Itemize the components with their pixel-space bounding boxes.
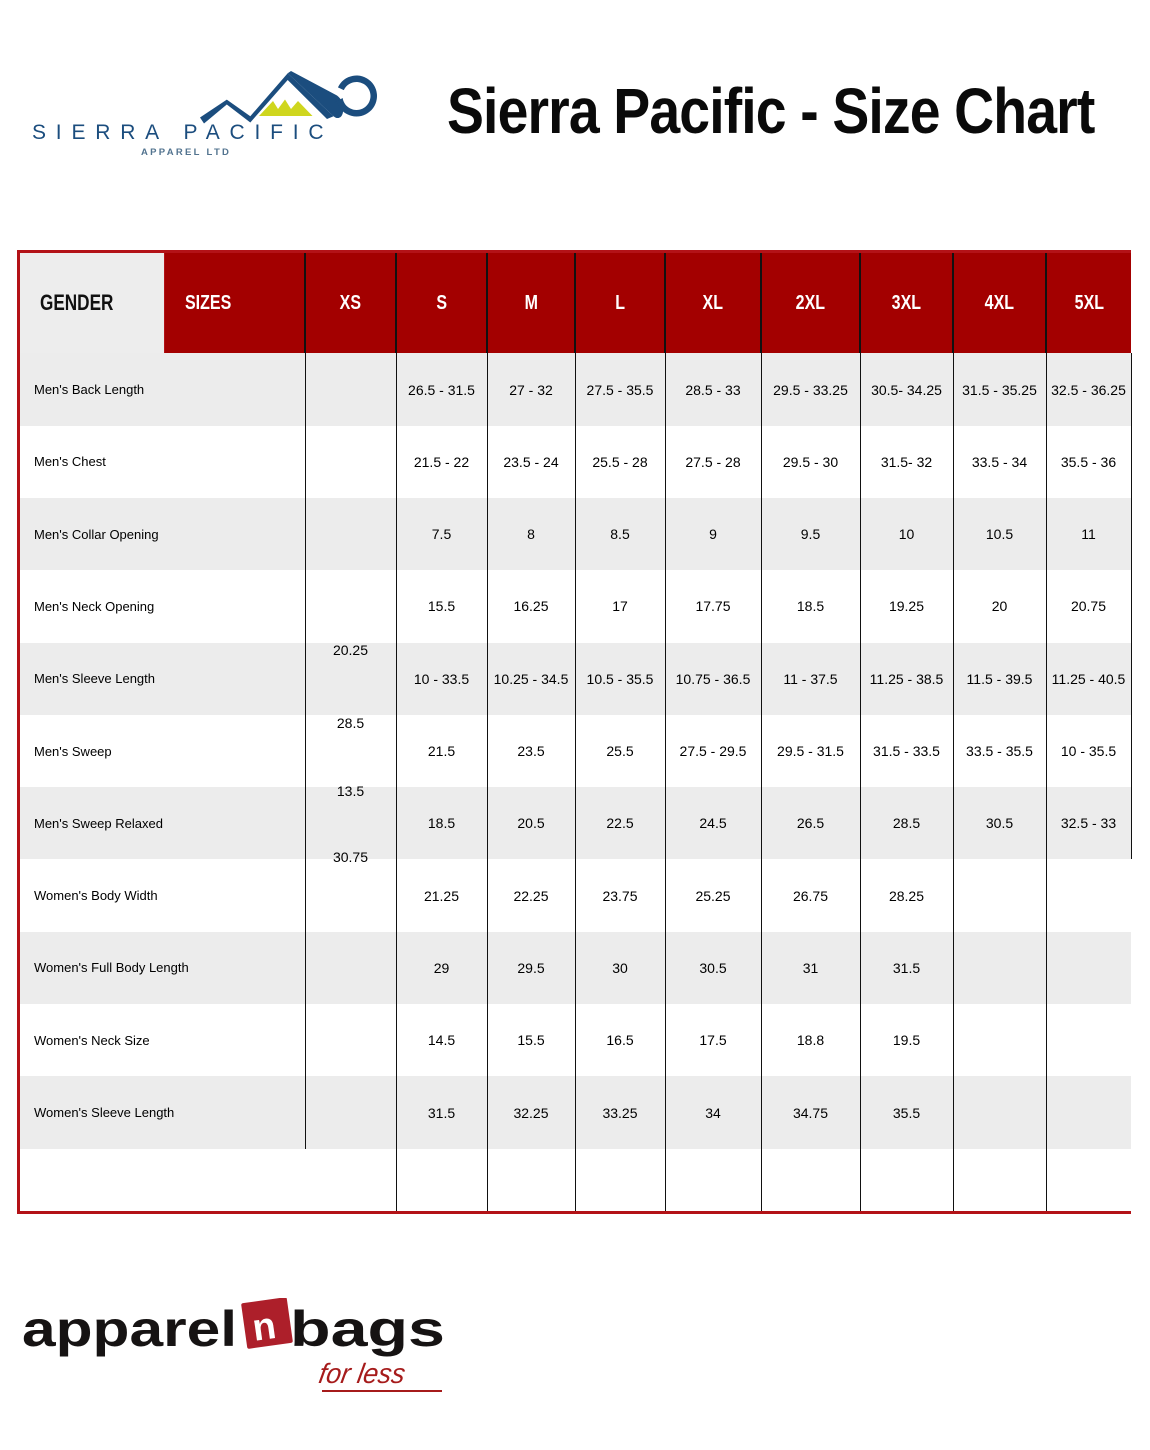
svg-text:apparel: apparel [22, 1301, 237, 1357]
svg-text:bags: bags [290, 1301, 445, 1357]
